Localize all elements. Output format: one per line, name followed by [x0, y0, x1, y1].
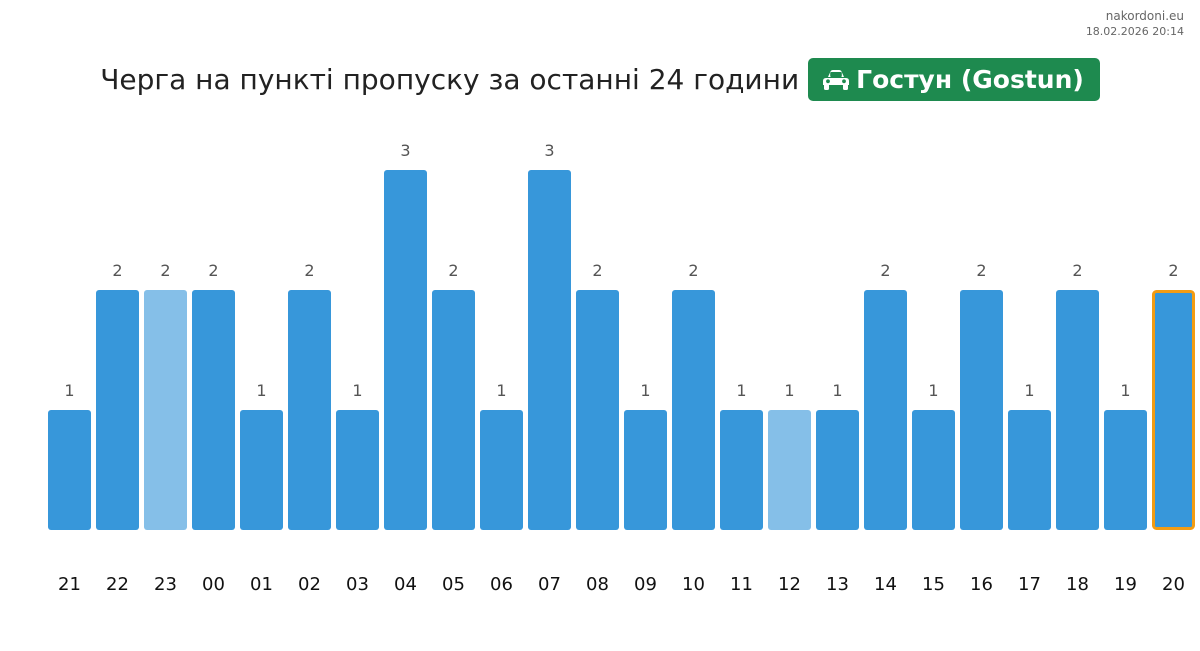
bar-04[interactable] [384, 170, 427, 530]
value-label-12: 1 [784, 381, 794, 400]
value-label-11: 1 [736, 381, 746, 400]
bar-20[interactable] [1152, 290, 1195, 530]
bar-11[interactable] [720, 410, 763, 530]
value-label-23: 2 [160, 261, 170, 280]
timestamp: 18.02.2026 20:14 [1085, 25, 1184, 38]
hour-label-09: 09 [634, 574, 657, 595]
value-label-09: 1 [640, 381, 650, 400]
value-label-06: 1 [496, 381, 506, 400]
hour-label-18: 18 [1066, 574, 1089, 595]
bar-16[interactable] [960, 290, 1003, 530]
bar-17[interactable] [1008, 410, 1051, 530]
hour-label-16: 16 [970, 574, 993, 595]
value-label-15: 1 [928, 381, 938, 400]
value-label-07: 3 [544, 141, 554, 160]
hour-label-07: 07 [538, 574, 561, 595]
bar-23[interactable] [144, 290, 187, 530]
hour-label-10: 10 [682, 574, 705, 595]
value-label-22: 2 [112, 261, 122, 280]
value-label-20: 2 [1168, 261, 1178, 280]
value-label-05: 2 [448, 261, 458, 280]
value-label-16: 2 [976, 261, 986, 280]
value-label-03: 1 [352, 381, 362, 400]
hour-label-03: 03 [346, 574, 369, 595]
hour-label-17: 17 [1018, 574, 1041, 595]
value-label-01: 1 [256, 381, 266, 400]
bar-13[interactable] [816, 410, 859, 530]
hour-label-19: 19 [1114, 574, 1137, 595]
bar-14[interactable] [864, 290, 907, 530]
bar-07[interactable] [528, 170, 571, 530]
value-label-17: 1 [1024, 381, 1034, 400]
site-meta: nakordoni.eu 18.02.2026 20:14 [1086, 9, 1184, 39]
value-label-04: 3 [400, 141, 410, 160]
hour-label-21: 21 [58, 574, 81, 595]
value-label-21: 1 [64, 381, 74, 400]
value-label-19: 1 [1120, 381, 1130, 400]
hour-label-13: 13 [826, 574, 849, 595]
bar-08[interactable] [576, 290, 619, 530]
bar-22[interactable] [96, 290, 139, 530]
hour-label-22: 22 [106, 574, 129, 595]
value-label-02: 2 [304, 261, 314, 280]
value-label-00: 2 [208, 261, 218, 280]
bar-02[interactable] [288, 290, 331, 530]
hour-label-12: 12 [778, 574, 801, 595]
bar-19[interactable] [1104, 410, 1147, 530]
bar-01[interactable] [240, 410, 283, 530]
hour-label-06: 06 [490, 574, 513, 595]
hour-label-00: 00 [202, 574, 225, 595]
hour-label-20: 20 [1162, 574, 1185, 595]
value-label-10: 2 [688, 261, 698, 280]
bar-03[interactable] [336, 410, 379, 530]
hour-label-11: 11 [730, 574, 753, 595]
chart-header: Черга на пункті пропуску за останні 24 г… [0, 58, 1200, 101]
value-label-18: 2 [1072, 261, 1082, 280]
hour-label-01: 01 [250, 574, 273, 595]
hour-label-08: 08 [586, 574, 609, 595]
bar-18[interactable] [1056, 290, 1099, 530]
bar-09[interactable] [624, 410, 667, 530]
car-icon [823, 69, 850, 90]
site-name[interactable]: nakordoni.eu [1105, 9, 1184, 23]
page-title: Черга на пункті пропуску за останні 24 г… [100, 63, 800, 96]
bar-21[interactable] [48, 410, 91, 530]
bar-12[interactable] [768, 410, 811, 530]
hour-label-04: 04 [394, 574, 417, 595]
value-label-14: 2 [880, 261, 890, 280]
bar-00[interactable] [192, 290, 235, 530]
hour-label-14: 14 [874, 574, 897, 595]
bar-06[interactable] [480, 410, 523, 530]
hour-label-23: 23 [154, 574, 177, 595]
value-label-08: 2 [592, 261, 602, 280]
hour-label-02: 02 [298, 574, 321, 595]
value-label-13: 1 [832, 381, 842, 400]
bar-10[interactable] [672, 290, 715, 530]
checkpoint-badge: Гостун (Gostun) [808, 58, 1100, 101]
hour-label-05: 05 [442, 574, 465, 595]
bar-05[interactable] [432, 290, 475, 530]
bar-15[interactable] [912, 410, 955, 530]
checkpoint-name: Гостун (Gostun) [856, 65, 1084, 94]
hour-label-15: 15 [922, 574, 945, 595]
